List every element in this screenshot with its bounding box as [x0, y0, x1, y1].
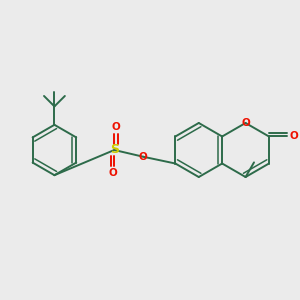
- Text: S: S: [110, 143, 119, 157]
- Text: O: O: [139, 152, 148, 162]
- Text: O: O: [289, 131, 298, 142]
- Text: O: O: [108, 168, 117, 178]
- Text: O: O: [112, 122, 121, 132]
- Text: O: O: [241, 118, 250, 128]
